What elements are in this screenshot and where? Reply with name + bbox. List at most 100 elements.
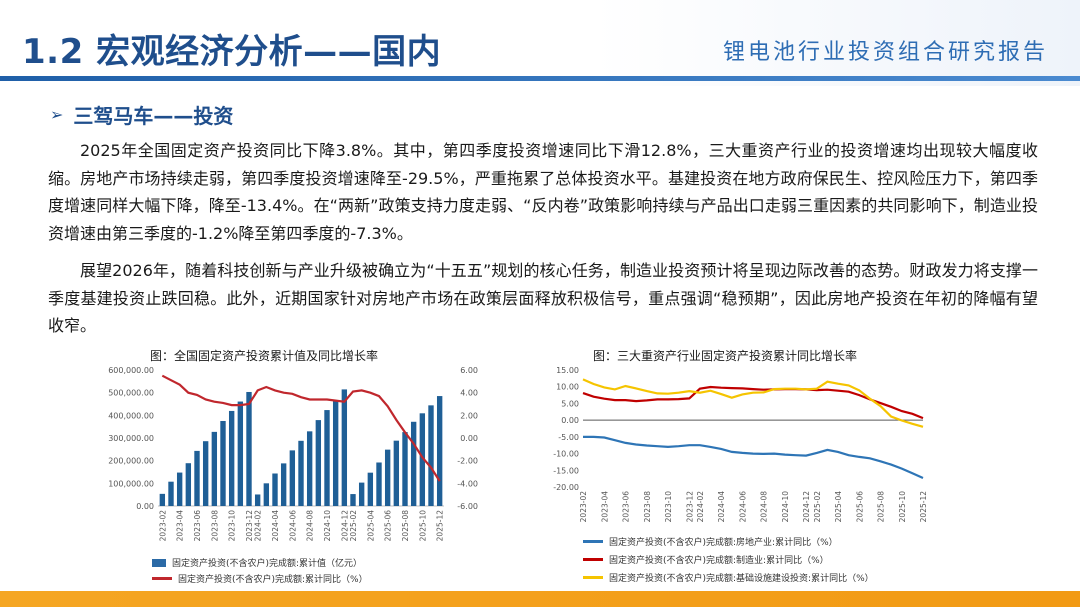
bar-investment-2024-03 xyxy=(263,483,270,506)
x-tick-label: 2025-08 xyxy=(877,491,886,523)
x-tick-label: 2025-10 xyxy=(418,510,427,542)
y-right-tick-label: -2.00 xyxy=(457,457,478,466)
x-tick-label: 2023-02 xyxy=(158,510,167,542)
y-tick-label: -15.00 xyxy=(553,466,579,475)
x-tick-label: 2025-12 xyxy=(436,510,445,542)
x-tick-label: 2025-04 xyxy=(834,491,843,523)
section-heading: ➢ 三驾马车——投资 xyxy=(50,100,233,129)
x-tick-label: 2024-12 xyxy=(802,491,811,523)
chart-investment-total: 600,000.00 500,000.00 400,000.00 300,000.00… xyxy=(100,362,500,592)
chart1-legend-bar: 固定资产投资(不含农户)完成额:累计值（亿元） xyxy=(152,556,362,569)
bar-investment-2023-12 xyxy=(246,391,252,506)
bar-investment-2024-05 xyxy=(280,463,287,506)
x-tick-label: 2024-12 xyxy=(340,510,349,542)
bar-investment-2023-11 xyxy=(237,401,244,506)
legend-line-swatch xyxy=(152,577,172,580)
x-tick-label: 2023-12 xyxy=(685,491,694,523)
y-right-tick-label: 6.00 xyxy=(460,366,478,375)
series-line-1 xyxy=(582,385,924,420)
bar-investment-2024-09 xyxy=(315,420,322,506)
paragraph-2: 展望2026年，随着科技创新与产业升级被确立为“十五五”规划的核心任务，制造业投… xyxy=(48,261,1038,335)
x-tick-label: 2025-04 xyxy=(366,510,375,542)
x-tick-label: 2023-06 xyxy=(193,510,202,542)
bar-investment-2023-07 xyxy=(202,441,209,506)
chart2-legend-realestate: 固定资产投资(不含农户)完成额:房地产业:累计同比（%） xyxy=(583,535,838,548)
bar-investment-2024-12 xyxy=(341,389,348,506)
x-tick-label: 2023-10 xyxy=(664,491,673,523)
section-title: 三驾马车——投资 xyxy=(73,104,234,128)
bar-investment-2023-02 xyxy=(159,493,166,506)
x-tick-label: 2024-02 xyxy=(696,491,705,523)
bar-investment-2025-07 xyxy=(393,440,400,506)
bar-investment-2024-06 xyxy=(289,450,296,506)
x-tick-label: 2024-10 xyxy=(781,491,790,523)
bar-investment-2025-11 xyxy=(428,405,434,506)
x-tick-label: 2025-08 xyxy=(401,510,410,542)
chart2-svg: 15.00 10.00 5.00 0.00 -5.00 -10.00 -15.00 -20.0… xyxy=(553,366,928,523)
y-tick-label: -10.00 xyxy=(553,450,579,459)
y-tick-label: 15.00 xyxy=(556,366,579,375)
legend-label: 固定资产投资(不含农户)完成额:制造业:累计同比（%） xyxy=(609,556,829,566)
bar-investment-2024-04 xyxy=(272,473,278,506)
bar-investment-2023-03 xyxy=(168,481,174,506)
y-left-tick-label: 300,000.00 xyxy=(108,434,154,443)
report-subtitle: 锂电池行业投资组合研究报告 xyxy=(722,40,1048,65)
bar-investment-2024-08 xyxy=(306,431,313,506)
x-tick-label: 2024-08 xyxy=(760,491,769,523)
legend-bar-swatch xyxy=(152,558,166,567)
series-line-0 xyxy=(583,435,924,480)
x-tick-label: 2024-06 xyxy=(738,491,747,523)
y-right-tick-label: -4.00 xyxy=(457,479,478,488)
y-tick-label: -5.00 xyxy=(558,433,579,442)
bar-investment-2025-02 xyxy=(350,494,356,506)
bar-investment-2024-02 xyxy=(254,494,261,506)
y-right-tick-label: 2.00 xyxy=(460,411,478,420)
x-tick-label: 2025-06 xyxy=(855,491,864,523)
chart1-legend-line: 固定资产投资(不含农户)完成额:累计同比（%） xyxy=(152,572,368,585)
y-tick-label: 10.00 xyxy=(556,383,579,392)
x-tick-label: 2023-02 xyxy=(579,491,588,523)
legend-label: 固定资产投资(不含农户)完成额:基础设施建设投资:累计同比（%） xyxy=(609,574,874,584)
bar-investment-2023-06 xyxy=(194,450,200,506)
x-tick-label: 2023-04 xyxy=(176,510,185,542)
header-bar: 1.2 宏观经济分析——国内 锂电池行业投资组合研究报告 xyxy=(0,0,1080,86)
chart2-legend-manufacturing: 固定资产投资(不含农户)完成额:制造业:累计同比（%） xyxy=(583,553,829,566)
y-left-tick-label: 0.00 xyxy=(136,502,154,511)
x-tick-label: 2023-06 xyxy=(622,491,631,523)
line-yoy-growth xyxy=(161,374,441,482)
chart-heavy-industries: 15.00 10.00 5.00 0.00 -5.00 -10.00 -15.00 -20.0… xyxy=(545,362,945,592)
bar-investment-2025-05 xyxy=(376,462,382,506)
x-tick-label: 2023-08 xyxy=(210,510,219,542)
y-left-tick-label: 100,000.00 xyxy=(108,479,154,488)
legend-label: 固定资产投资(不含农户)完成额:房地产业:累计同比（%） xyxy=(609,538,838,548)
y-right-tick-label: 4.00 xyxy=(460,389,478,398)
x-tick-label: 2025-10 xyxy=(898,491,907,523)
x-tick-label: 2024-04 xyxy=(717,491,726,523)
y-tick-label: 0.00 xyxy=(561,416,579,425)
x-tick-label: 2023-08 xyxy=(643,491,652,523)
x-tick-label: 2024-06 xyxy=(288,510,297,542)
y-left-tick-label: 500,000.00 xyxy=(108,389,154,398)
bar-investment-2024-07 xyxy=(298,440,304,506)
legend-line-swatch xyxy=(583,558,603,561)
legend-line-swatch xyxy=(583,540,603,543)
x-tick-label: 2025-12 xyxy=(919,491,928,523)
page-title: 1.2 宏观经济分析——国内 xyxy=(22,32,442,72)
arrow-bullet-icon: ➢ xyxy=(50,105,64,124)
bar-investment-2024-10 xyxy=(324,410,330,506)
bar-investment-2025-12 xyxy=(436,396,443,506)
y-right-tick-label: 0.00 xyxy=(460,434,478,443)
x-tick-label: 2025-02 xyxy=(813,491,822,523)
y-tick-label: -20.00 xyxy=(553,483,579,492)
paragraph-1: 2025年全国固定资产投资同比下降3.8%。其中，第四季度投资增速同比下滑12.… xyxy=(48,141,1038,243)
y-left-tick-label: 200,000.00 xyxy=(108,457,154,466)
chart2-title: 图：三大重资产行业固定资产投资累计同比增长率 xyxy=(593,349,858,363)
x-tick-label: 2023-12 xyxy=(245,510,254,542)
legend-label: 固定资产投资(不含农户)完成额:累计同比（%） xyxy=(178,575,368,585)
bar-investment-2023-05 xyxy=(185,463,192,506)
x-tick-label: 2024-10 xyxy=(323,510,332,542)
x-tick-label: 2023-10 xyxy=(228,510,237,542)
series-line-2 xyxy=(582,378,924,428)
header-divider xyxy=(0,76,1080,81)
x-tick-label: 2023-04 xyxy=(600,491,609,523)
